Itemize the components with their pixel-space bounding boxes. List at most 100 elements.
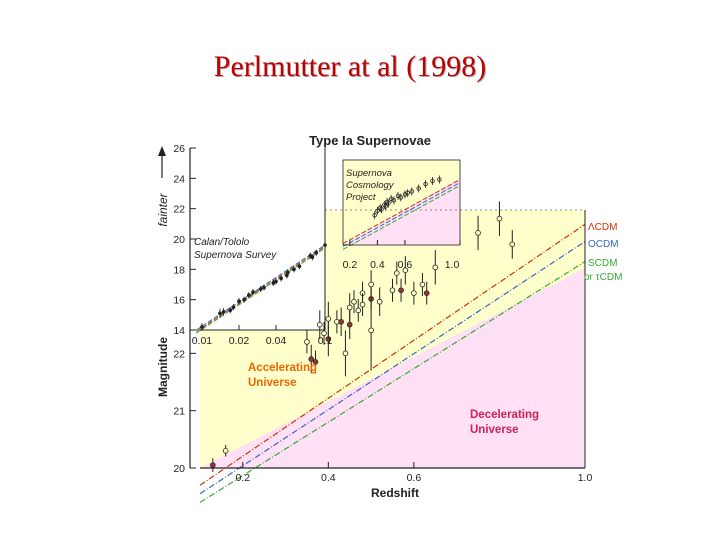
highz-data-point — [379, 207, 384, 212]
lowz-y-tick-label: 22 — [173, 204, 185, 216]
data-point — [342, 350, 349, 357]
lowz-x-tick-label: 0.04 — [266, 335, 287, 347]
data-point — [376, 298, 383, 305]
data-point — [304, 339, 310, 345]
axis-ticks: 0.2 0.4 0.6 1.0 20 21 22 0.01 0.02 0.04 0.1 14 16 18 2… — [173, 143, 592, 484]
highz-data-point — [437, 177, 442, 182]
highz-x-tick-label: 1.0 — [445, 259, 460, 271]
model-curves — [199, 223, 586, 503]
main-y-tick-label: 21 — [173, 406, 185, 418]
data-point — [423, 290, 430, 296]
data-point — [346, 304, 353, 311]
fainter-arrowhead — [158, 146, 166, 156]
lowz-data-point — [246, 293, 251, 297]
data-point — [398, 287, 404, 294]
main-x-tick-label: 0.6 — [407, 472, 422, 484]
y-axis-fainter-label: fainter — [156, 192, 170, 226]
lowz-y-tick-label: 24 — [173, 173, 185, 185]
lowz-x-tick-label: 0.1 — [318, 335, 333, 347]
lowz-x-tick-label: 0.01 — [192, 335, 213, 347]
highz-data-point — [391, 198, 397, 203]
data-point — [496, 215, 503, 222]
data-point — [222, 447, 229, 454]
open-cdm-label: OCDM — [588, 239, 619, 250]
highz-data-point — [430, 178, 435, 184]
highz-x-tick-label: 0.6 — [398, 259, 413, 271]
lowz-data-point — [274, 279, 278, 284]
data-point — [393, 270, 400, 276]
accelerating-label-2: Universe — [248, 377, 297, 389]
lowz-data-point — [258, 287, 263, 291]
highz-data-point — [386, 201, 391, 206]
lowz-data-point — [262, 285, 266, 290]
scdm-label: SCDM — [588, 258, 617, 269]
scp-label-2: Cosmology — [346, 180, 395, 191]
highz-inset-frame — [342, 159, 461, 246]
data-point — [359, 301, 366, 308]
lowz-data-point — [242, 297, 246, 302]
lowz-data-point — [228, 308, 233, 313]
lowz-y-tick-label: 26 — [173, 143, 185, 155]
highz-model-curve — [342, 185, 461, 250]
chart-title: Type Ia Supernovae — [309, 133, 431, 148]
data-point — [432, 264, 439, 271]
lowz-inset-background — [190, 148, 325, 330]
lowz-data-point — [218, 311, 222, 316]
data-point — [368, 281, 374, 288]
lowz-data-point — [286, 270, 290, 275]
highz-data-point — [383, 204, 388, 209]
scdm-curve — [199, 261, 586, 503]
accelerating-label-1: Accelerating — [248, 362, 317, 374]
lowz-y-tick-label: 16 — [173, 295, 185, 307]
highz-model-curve — [342, 179, 461, 244]
lowz-data-point — [279, 276, 283, 281]
highz-data-points — [372, 175, 442, 220]
lambda-cdm-curve — [199, 223, 586, 486]
lowz-data-point — [292, 267, 296, 272]
highz-data-point — [423, 181, 428, 187]
lowz-x-tick-label: 0.02 — [229, 335, 250, 347]
data-point — [368, 327, 374, 334]
data-point — [325, 316, 332, 322]
data-point — [475, 230, 481, 236]
data-point — [210, 462, 216, 468]
lowz-data-point — [237, 299, 241, 303]
main-x-tick-label: 0.4 — [321, 472, 336, 484]
lowz-data-point — [314, 250, 319, 255]
main-data-points — [210, 201, 516, 473]
x-axis-label: Redshift — [371, 486, 419, 500]
tau-cdm-label: or τCDM — [584, 272, 622, 283]
highz-x-tick-label: 0.4 — [370, 259, 385, 271]
lowz-data-point — [231, 305, 236, 310]
slide-title: Perlmutter at al (1998) — [213, 50, 487, 83]
data-point — [355, 307, 362, 314]
data-point — [316, 321, 323, 328]
scp-label-1: Supernova — [346, 168, 392, 179]
lowz-data-point — [271, 281, 276, 285]
calan-tololo-label-1: Calan/Tololo — [194, 237, 250, 248]
highz-model-curve — [342, 182, 461, 247]
lambda-cdm-label: ΛCDM — [588, 222, 617, 233]
decelerating-label-2: Universe — [470, 424, 519, 436]
data-point — [351, 298, 357, 305]
lowz-data-point — [297, 264, 302, 269]
highz-data-point — [372, 213, 377, 218]
data-point — [419, 281, 426, 288]
main-x-tick-label: 0.2 — [235, 472, 250, 484]
highz-data-point — [416, 186, 421, 191]
data-point — [338, 318, 344, 325]
main-y-tick-label: 20 — [173, 463, 185, 475]
lowz-data-point — [310, 255, 315, 259]
main-x-tick-label: 1.0 — [578, 472, 593, 484]
highz-data-point — [398, 195, 404, 200]
lowz-data-point — [251, 290, 255, 294]
scp-label-3: Project — [346, 192, 376, 203]
highz-data-point — [409, 189, 415, 194]
decelerating-label-1: Decelerating — [470, 409, 539, 421]
lowz-y-tick-label: 20 — [173, 234, 185, 246]
data-point — [509, 241, 516, 248]
calan-tololo-label-2: Supernova Survey — [194, 250, 277, 261]
data-point — [402, 267, 409, 274]
data-point — [308, 356, 315, 362]
highz-data-point — [375, 208, 380, 213]
